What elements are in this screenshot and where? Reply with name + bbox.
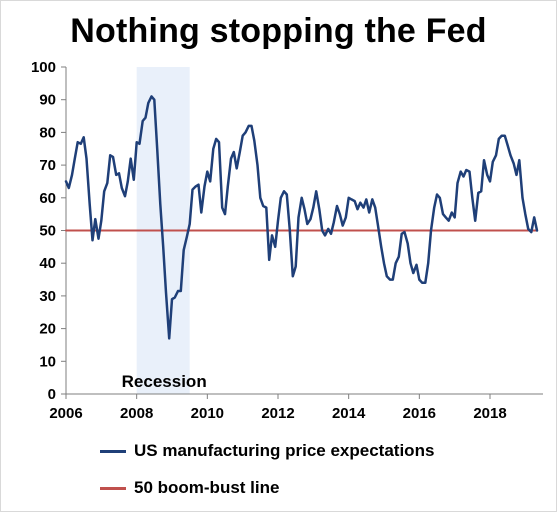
x-tick-label: 2018 [473,405,506,422]
series-line-price-expectations [64,95,539,340]
x-tick-label: 2016 [403,405,436,422]
x-tick-label: 2014 [332,405,366,422]
legend-swatch-boom-bust [100,486,126,490]
y-tick-label: 80 [39,124,56,141]
legend-item-price-expectations: US manufacturing price expectations [100,441,434,461]
legend-label-boom-bust: 50 boom-bust line [134,478,280,497]
y-tick-label: 30 [39,288,56,305]
y-tick-label: 100 [31,59,56,76]
y-tick-label: 20 [39,321,56,338]
y-tick-label: 60 [39,190,56,207]
y-tick-label: 90 [39,92,56,109]
x-tick-label: 2008 [120,405,153,422]
legend-label-price-expectations: US manufacturing price expectations [134,441,435,460]
recession-label: Recession [122,372,207,391]
legend-item-boom-bust: 50 boom-bust line [100,478,279,498]
y-tick-label: 10 [39,353,56,370]
y-tick-label: 50 [39,223,56,240]
x-tick-label: 2012 [261,405,294,422]
x-tick-label: 2006 [49,405,82,422]
chart-title: Nothing stopping the Fed [70,12,487,50]
y-tick-label: 0 [48,386,56,403]
legend-swatch-price-expectations [100,449,126,453]
y-tick-label: 70 [39,157,56,174]
y-tick-label: 40 [39,255,56,272]
x-tick-label: 2010 [191,405,224,422]
